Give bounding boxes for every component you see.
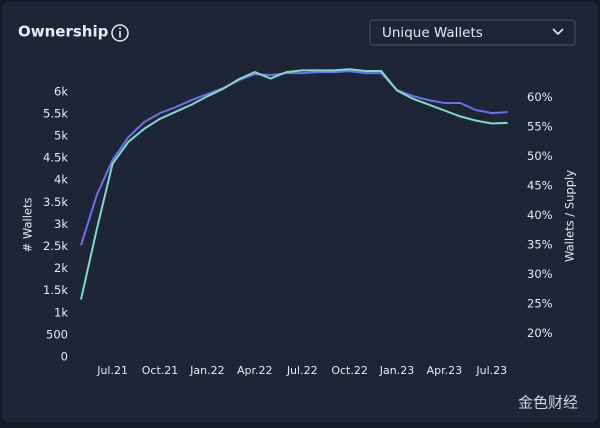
info-icon[interactable] — [111, 24, 129, 42]
y2-tick-label: 45% — [527, 179, 553, 193]
y-tick-label: 1.5k — [43, 283, 68, 297]
y-tick-label: 5.5k — [43, 106, 68, 120]
y-tick-label: 6k — [54, 84, 68, 98]
y-axis-title: # Wallets — [21, 198, 35, 253]
y2-tick-label: 25% — [527, 297, 553, 311]
x-tick-label: Apr.23 — [427, 364, 463, 377]
y2-tick-label: 30% — [527, 267, 553, 281]
series-line — [80, 68, 508, 300]
y-tick-label: 5k — [54, 129, 68, 143]
y-tick-label: 3.5k — [43, 195, 68, 209]
y-tick-label: 2k — [54, 261, 68, 275]
panel — [2, 2, 598, 422]
x-tick-label: Apr.22 — [237, 364, 273, 377]
title: Ownership — [18, 23, 109, 41]
x-tick-label: Jul.23 — [475, 364, 507, 377]
x-tick-label: Jul.22 — [286, 364, 318, 377]
y-tick-label: 1k — [54, 305, 68, 319]
y-tick-label: 3k — [54, 217, 68, 231]
y2-tick-label: 40% — [527, 208, 553, 222]
y2-tick-label: 35% — [527, 238, 553, 252]
dropdown-label: Unique Wallets — [382, 25, 483, 41]
y-tick-label: 4.5k — [43, 151, 68, 165]
x-tick-label: Jan.22 — [189, 364, 224, 377]
series-line — [80, 70, 508, 246]
y2-tick-label: 50% — [527, 149, 553, 163]
y-tick-label: 0 — [61, 350, 68, 364]
x-tick-label: Oct.21 — [142, 364, 179, 377]
y-tick-label: 2.5k — [43, 239, 68, 253]
y2-tick-label: 55% — [527, 120, 553, 134]
watermark: 金色财经 — [518, 394, 578, 412]
y2-axis-title: Wallets / Supply — [563, 170, 577, 262]
y-tick-label: 500 — [46, 327, 68, 341]
y-tick-label: 4k — [54, 173, 68, 187]
y2-tick-label: 20% — [527, 326, 553, 340]
x-tick-label: Jul.21 — [96, 364, 128, 377]
x-tick-label: Jan.23 — [379, 364, 414, 377]
x-tick-label: Oct.22 — [331, 364, 368, 377]
dropdown[interactable]: Unique Wallets — [369, 19, 576, 46]
y2-tick-label: 60% — [527, 90, 553, 104]
